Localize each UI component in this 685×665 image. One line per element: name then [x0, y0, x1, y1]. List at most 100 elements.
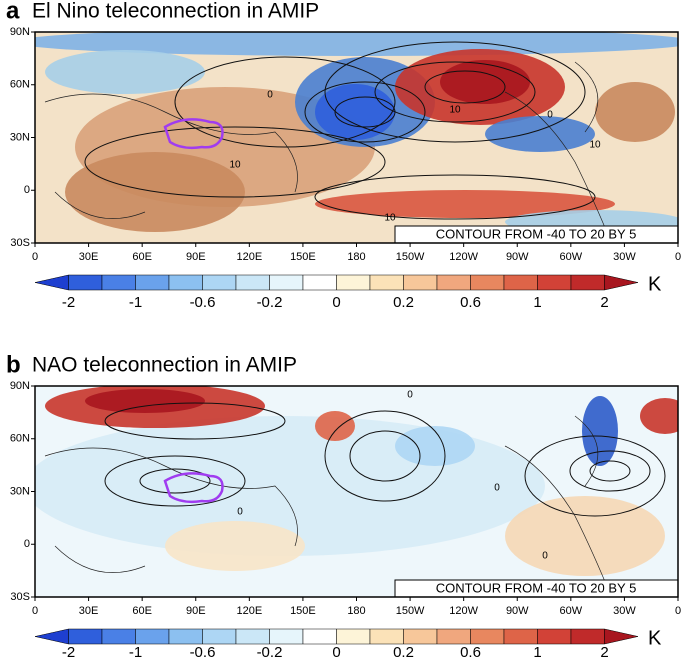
lon-label: 150W [396, 251, 425, 263]
colorbar-label: 0 [332, 644, 340, 660]
colorbar-label: -0.2 [257, 294, 283, 311]
colorbar-swatch [135, 274, 170, 291]
colorbar-swatch [369, 628, 404, 645]
colorbar-swatch [336, 628, 371, 645]
colorbar-label: 2 [600, 644, 608, 660]
lon-label: 60W [560, 251, 583, 263]
lat-label: 30S [10, 591, 30, 603]
colorbar-label: -1 [129, 644, 142, 660]
colorbar-swatch [202, 628, 237, 645]
contour [524, 435, 666, 517]
lon-label: 0 [675, 251, 681, 263]
colorbar-swatch [269, 274, 304, 291]
colorbar-label: 1 [533, 644, 541, 660]
lon-label: 150E [290, 605, 316, 617]
lon-label: 30E [79, 605, 99, 617]
colorbar-unit: K [648, 627, 662, 649]
colorbar-swatch [403, 628, 438, 645]
colorbar-swatch [436, 274, 471, 291]
colorbar-swatch [168, 628, 203, 645]
contour-label: 10 [384, 213, 396, 224]
colorbar-label: 0.6 [460, 644, 481, 660]
anomaly-area [315, 190, 615, 218]
tibet-outline [163, 472, 224, 504]
colorbar-swatch [302, 274, 337, 291]
lon-label: 150E [290, 251, 316, 263]
lon-label: 120E [236, 251, 262, 263]
colorbar-label: -2 [62, 644, 75, 660]
lon-label: 0 [675, 605, 681, 617]
colorbar-swatch [503, 628, 538, 645]
lat-label: 90N [10, 26, 30, 38]
contour [84, 126, 386, 198]
contour [139, 468, 211, 494]
contour [104, 455, 246, 507]
colorbar-unit: K [648, 273, 662, 295]
lon-label: 30W [613, 251, 636, 263]
contour-label: 10 [449, 105, 461, 116]
contour-note: CONTOUR FROM -40 TO 20 BY 5 [436, 580, 637, 595]
colorbar-swatch [403, 274, 438, 291]
colorbar-swatch [470, 274, 505, 291]
colorbar-label: -0.2 [257, 644, 283, 660]
lat-label: 60N [10, 433, 30, 445]
lon-label: 60W [560, 605, 583, 617]
anomaly-area [640, 398, 678, 434]
colorbar-swatch [269, 628, 304, 645]
panel-title: El Nino teleconnection in AMIP [32, 0, 319, 23]
colorbar-swatch [503, 274, 538, 291]
lon-label: 0 [32, 605, 38, 617]
colorbar-swatch [436, 628, 471, 645]
colorbar-swatch [336, 274, 371, 291]
colorbar-label: 2 [600, 294, 608, 311]
colorbar-label: -0.6 [190, 294, 216, 311]
contour-label: 0 [547, 110, 553, 121]
lon-label: 150W [396, 605, 425, 617]
anomaly-area [595, 82, 675, 142]
contour [324, 41, 586, 143]
colorbar-swatch [101, 628, 136, 645]
lon-label: 0 [32, 251, 38, 263]
lon-label: 60E [132, 251, 152, 263]
lon-label: 30E [79, 251, 99, 263]
colorbar-label: -1 [129, 294, 142, 311]
contour [174, 56, 396, 148]
contour-label: 10 [589, 140, 601, 151]
lat-label: 30S [10, 237, 30, 249]
lat-label: 30N [10, 131, 30, 143]
contour-label: 10 [229, 160, 241, 171]
colorbar-label: -2 [62, 294, 75, 311]
colorbar-swatch [302, 628, 337, 645]
lon-label: 180 [347, 605, 365, 617]
panel: a El Nino teleconnection in AMIP010010101… [6, 0, 681, 311]
colorbar-swatch [470, 628, 505, 645]
colorbar-swatch [34, 628, 69, 645]
anomaly-area [45, 50, 205, 94]
lon-label: 120W [449, 251, 478, 263]
lon-label: 90W [506, 251, 529, 263]
lat-label: 0 [24, 184, 30, 196]
lon-label: 60E [132, 605, 152, 617]
colorbar-label: 0.6 [460, 294, 481, 311]
colorbar-label: 0.2 [393, 294, 414, 311]
colorbar-swatch [202, 274, 237, 291]
anomaly-area [315, 84, 395, 140]
contour [424, 70, 506, 104]
colorbar-swatch [570, 274, 605, 291]
colorbar-label: 1 [533, 294, 541, 311]
colorbar-swatch [235, 274, 270, 291]
contour-label: 0 [542, 551, 548, 562]
colorbar-swatch [604, 628, 639, 645]
contour [589, 460, 631, 482]
contour [374, 61, 536, 123]
coastline [44, 415, 612, 597]
colorbar-swatch [570, 628, 605, 645]
anomaly-area [85, 389, 205, 413]
contour-label: 0 [267, 90, 273, 101]
lon-label: 120E [236, 605, 262, 617]
lon-label: 90W [506, 605, 529, 617]
lat-label: 90N [10, 380, 30, 392]
panel-title: NAO teleconnection in AMIP [32, 354, 297, 377]
colorbar-swatch [101, 274, 136, 291]
colorbar-swatch [235, 628, 270, 645]
